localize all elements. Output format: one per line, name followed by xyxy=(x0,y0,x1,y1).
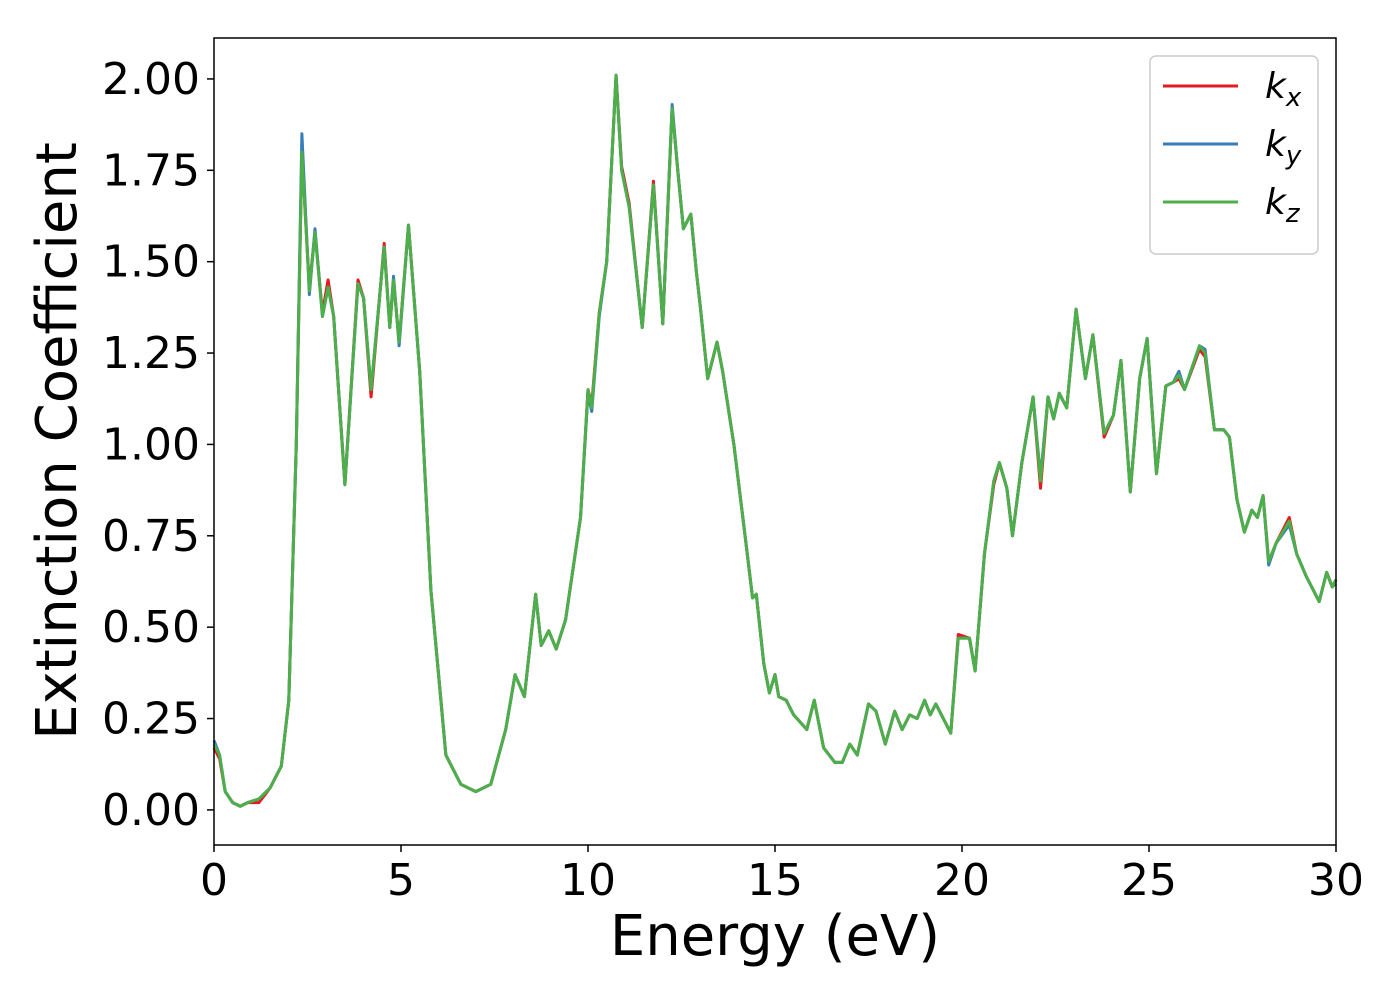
legend-label: kx xyxy=(1265,66,1302,113)
legend-box xyxy=(1149,55,1319,255)
x-tick-label: 25 xyxy=(1121,855,1177,906)
y-tick-label: 0.75 xyxy=(102,511,200,562)
x-tick-label: 10 xyxy=(560,855,616,906)
x-tick-label: 20 xyxy=(934,855,990,906)
y-tick-label: 2.00 xyxy=(102,54,200,105)
y-tick-label: 1.50 xyxy=(102,237,200,288)
y-axis-label: Extinction Coefficient xyxy=(25,142,90,740)
x-tick-label: 0 xyxy=(200,855,228,906)
x-tick-label: 15 xyxy=(747,855,803,906)
y-tick-label: 0.50 xyxy=(102,602,200,653)
x-tick-label: 5 xyxy=(387,855,415,906)
x-axis-label: Energy (eV) xyxy=(610,904,940,969)
legend: kx ky kz xyxy=(1149,55,1319,255)
line-series xyxy=(212,73,1338,808)
y-tick-label: 0.00 xyxy=(102,785,200,836)
y-tick-label: 0.25 xyxy=(102,694,200,745)
y-tick-label: 1.75 xyxy=(102,145,200,196)
y-tick-label: 1.25 xyxy=(102,328,200,379)
y-tick-label: 1.00 xyxy=(102,419,200,470)
legend-label: kz xyxy=(1265,182,1301,229)
plot-frame xyxy=(213,37,1337,846)
x-tick-label: 30 xyxy=(1308,855,1364,906)
legend-label: ky xyxy=(1265,124,1302,171)
